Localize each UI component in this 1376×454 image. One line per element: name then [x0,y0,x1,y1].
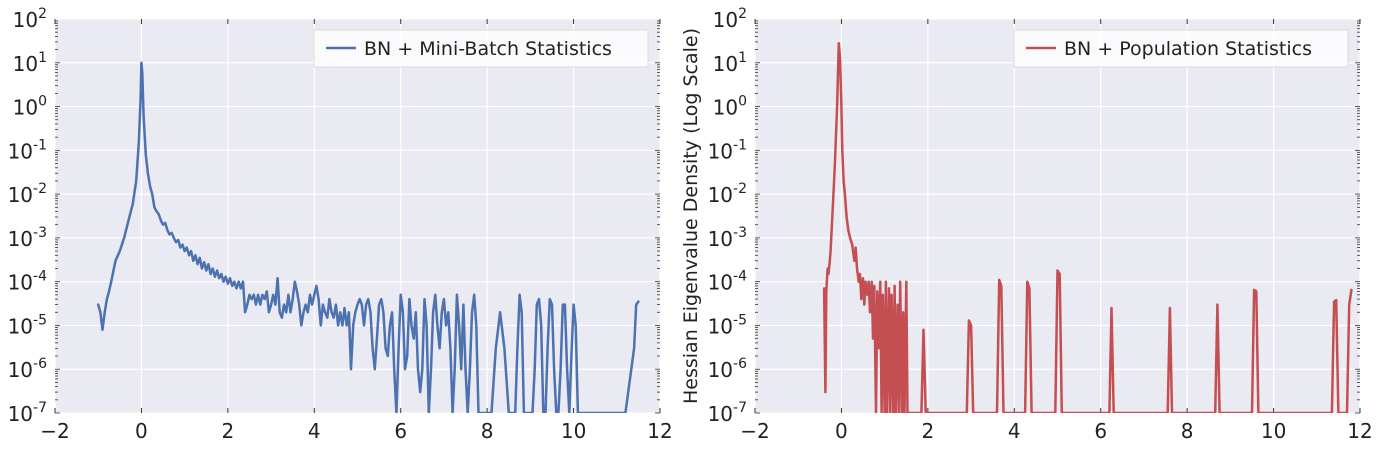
y-tick-label: 101 [713,50,747,76]
x-tick-label: 12 [1347,419,1372,443]
y-tick-label: 10-2 [8,181,47,207]
y-tick-label: 10-4 [8,269,48,295]
tick-marks [54,19,661,414]
y-tick-label: 102 [713,6,747,32]
y-tick-labels: 10-7 10-6 10-5 10-4 10-3 10-2 10-1 100 101 102 [708,6,748,426]
y-tick-label: 10-7 [8,400,47,426]
x-tick-label: −2 [40,419,69,443]
x-tick-label: 6 [1094,419,1107,443]
plot-area [55,19,660,413]
x-tick-label: 0 [135,419,148,443]
tick-marks [754,19,1361,414]
legend-label: BN + Population Statistics [1064,38,1312,60]
y-tick-label: 10-7 [708,400,747,426]
y-tick-label: 101 [13,50,47,76]
x-tick-label: 4 [1008,419,1021,443]
x-tick-label: 0 [835,419,848,443]
x-tick-label: −2 [740,419,769,443]
y-tick-label: 100 [13,94,47,120]
y-tick-label: 10-5 [708,312,747,338]
legend-box [313,29,649,68]
y-tick-label: 10-4 [708,269,748,295]
y-tick-label: 10-2 [708,181,747,207]
y-tick-label: 100 [713,94,747,120]
x-tick-label: 6 [394,419,407,443]
chart-panel-1: −2 0 2 4 6 8 10 1210-710-610-510-410-310-210-11… [8,6,673,443]
series-line-1 [822,41,1353,413]
x-tick-label: 4 [308,419,321,443]
y-tick-labels: 10-7 10-6 10-5 10-4 10-3 10-2 10-1 100 101 102 [8,6,48,426]
x-tick-label: 8 [481,419,494,443]
legend: BN + Population Statistics [1013,29,1349,68]
y-tick-label: 10-1 [708,137,747,163]
chart-panel-2: −2 0 2 4 6 8 10 1210-710-610-510-410-310-210-11… [680,6,1373,443]
x-tick-label: 2 [221,419,234,443]
y-tick-label: 10-3 [708,225,747,251]
x-tick-label: 10 [561,419,586,443]
legend-label: BN + Mini-Batch Statistics [364,38,612,60]
legend: BN + Mini-Batch Statistics [313,29,649,68]
legend-box [1013,29,1349,68]
x-tick-label: 12 [647,419,672,443]
y-tick-label: 102 [13,6,47,32]
y-tick-label: 10-3 [8,225,47,251]
y-tick-label: 10-6 [708,356,748,382]
y-axis-label: Hessian Eigenvalue Density (Log Scale) [680,28,702,404]
x-tick-label: 10 [1261,419,1286,443]
y-tick-label: 10-6 [8,356,48,382]
y-tick-label: 10-5 [8,312,47,338]
series-line-1 [96,61,640,413]
x-tick-label: 2 [921,419,934,443]
x-tick-labels: −2 0 2 4 6 8 10 12 [740,419,1372,443]
x-tick-label: 8 [1181,419,1194,443]
y-tick-label: 10-1 [8,137,47,163]
x-tick-labels: −2 0 2 4 6 8 10 12 [40,419,672,443]
